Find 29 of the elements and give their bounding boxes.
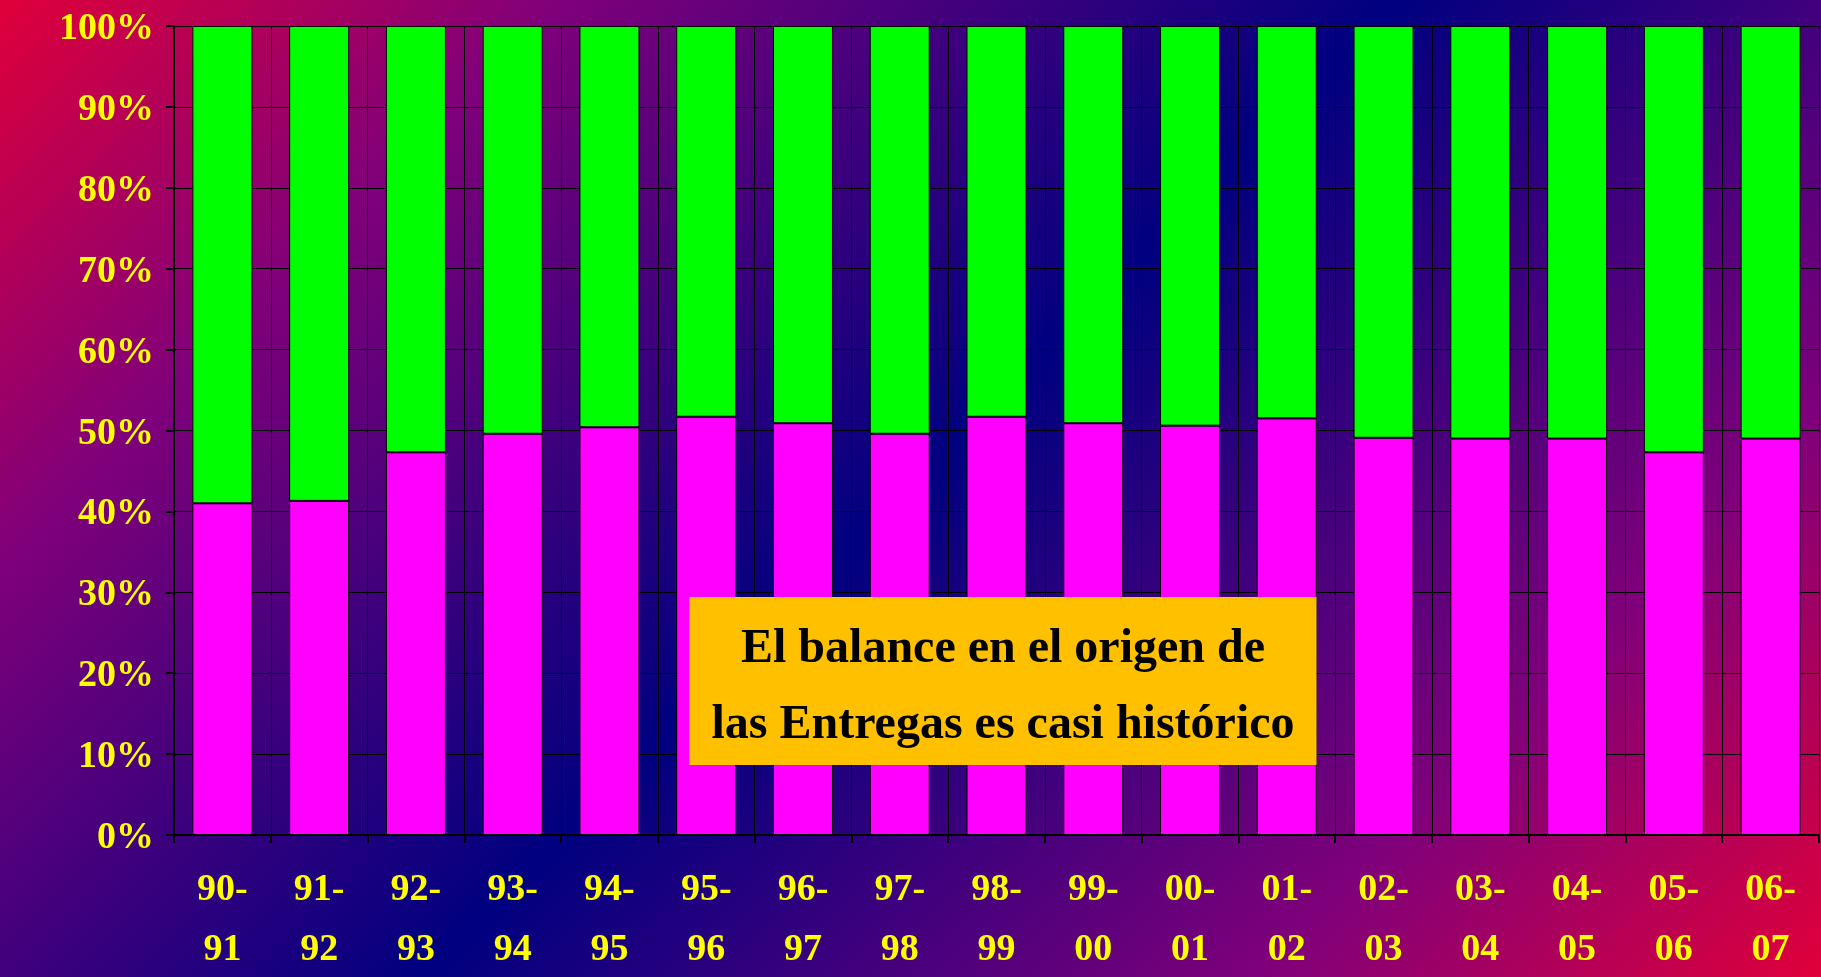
x-tick-label: 01-02: [1261, 866, 1313, 968]
x-tick-label: 96-97: [777, 866, 829, 968]
x-tick-label: 97-98: [874, 866, 926, 968]
y-tick-label: 30%: [78, 571, 154, 614]
x-tick-label: 94-95: [584, 866, 635, 968]
x-tick-label: 98-99: [971, 866, 1022, 968]
x-tick-label: 93-94: [487, 866, 538, 968]
x-tick-label: 04-05: [1551, 866, 1603, 968]
y-tick-label: 100%: [59, 5, 154, 47]
x-tick-label: 06-07: [1745, 866, 1796, 968]
x-tick-label: 05-06: [1648, 866, 1700, 968]
y-tick-label: 80%: [78, 166, 154, 209]
y-tick-label: 10%: [78, 733, 154, 776]
x-tick-label: 02-03: [1358, 866, 1409, 968]
y-tick-label: 70%: [78, 247, 154, 290]
y-tick-label: 20%: [78, 652, 154, 695]
x-tick-label: 91-92: [293, 866, 345, 968]
y-tick-label: 40%: [78, 490, 154, 533]
y-tick-label: 90%: [78, 85, 154, 128]
annotation: El balance en el origen de las Entregas es casi histórico: [711, 618, 1295, 748]
x-tick-label: 95-96: [680, 866, 732, 968]
x-tick-label: 99-00: [1067, 866, 1119, 968]
x-tick-label: 92-93: [390, 866, 442, 968]
x-tick-label: 00-01: [1164, 866, 1216, 968]
y-tick-label: 60%: [78, 328, 154, 371]
y-tick-label: 0%: [97, 814, 154, 856]
x-tick-label: 90-91: [197, 866, 248, 968]
y-tick-label: 50%: [78, 409, 154, 452]
x-tick-label: 03-04: [1455, 866, 1506, 968]
